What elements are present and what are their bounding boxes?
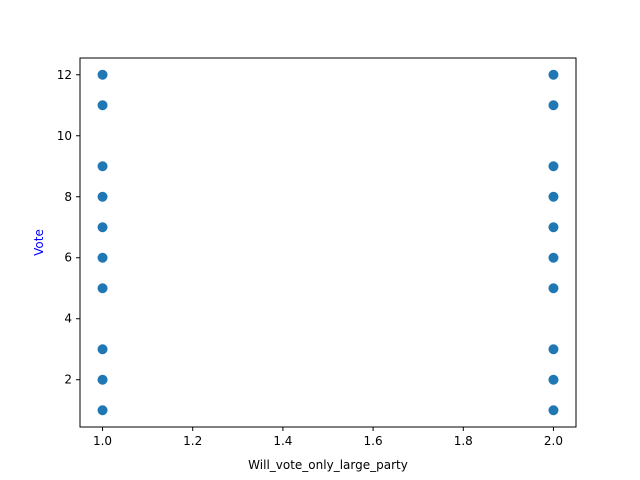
y-tick-label: 8 [64, 190, 72, 204]
x-axis-ticks: 1.0 1.2 1.4 1.6 1.8 2.0 [93, 427, 563, 448]
data-point [97, 344, 108, 355]
data-point [548, 222, 559, 233]
data-point [97, 374, 108, 385]
data-point [548, 252, 559, 263]
data-point [548, 161, 559, 172]
data-point [548, 100, 559, 111]
data-point [97, 191, 108, 202]
data-point [97, 405, 108, 416]
y-axis-label: Vote [32, 229, 46, 256]
x-axis-label: Will_vote_only_large_party [248, 458, 408, 472]
data-point [548, 283, 559, 294]
x-tick-label: 1.0 [93, 434, 112, 448]
data-point [97, 283, 108, 294]
data-point [548, 191, 559, 202]
y-tick-label: 6 [64, 251, 72, 265]
x-tick-label: 1.8 [454, 434, 473, 448]
data-point [548, 344, 559, 355]
x-tick-label: 1.2 [183, 434, 202, 448]
x-tick-label: 1.6 [364, 434, 383, 448]
y-tick-label: 10 [57, 129, 72, 143]
y-tick-label: 2 [64, 373, 72, 387]
y-tick-label: 4 [64, 312, 72, 326]
data-point [548, 405, 559, 416]
marks-layer [97, 69, 559, 416]
data-point [97, 222, 108, 233]
x-tick-label: 1.4 [273, 434, 292, 448]
data-point [97, 69, 108, 80]
plot-frame [79, 57, 577, 428]
data-point [97, 100, 108, 111]
y-axis-ticks: 2 4 6 8 10 12 [57, 68, 80, 387]
data-point [97, 252, 108, 263]
data-point [548, 374, 559, 385]
data-point [97, 161, 108, 172]
x-tick-label: 2.0 [544, 434, 563, 448]
data-point [548, 69, 559, 80]
y-tick-label: 12 [57, 68, 72, 82]
